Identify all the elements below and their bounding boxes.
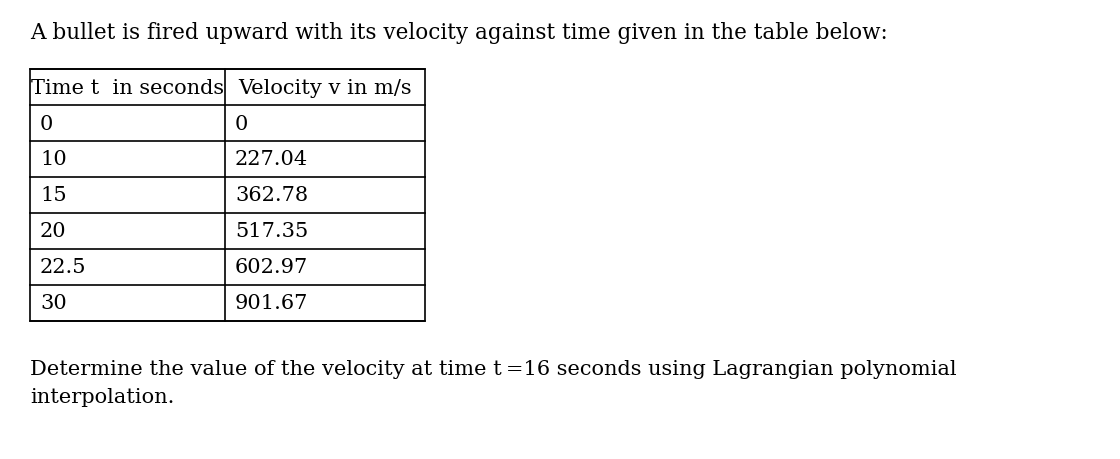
Bar (30, 70, 424, 321)
Text: 602.97: 602.97 (235, 258, 308, 277)
Text: 362.78: 362.78 (235, 186, 308, 205)
Text: interpolation.: interpolation. (30, 387, 175, 406)
Text: Time t  in seconds: Time t in seconds (31, 78, 224, 97)
Text: Velocity v in m/s: Velocity v in m/s (239, 78, 412, 97)
Text: 227.04: 227.04 (235, 150, 308, 169)
Text: 0: 0 (235, 114, 249, 133)
Text: Determine the value of the velocity at time t =16 seconds using Lagrangian polyn: Determine the value of the velocity at t… (30, 359, 956, 378)
Text: A bullet is fired upward with its velocity against time given in the table below: A bullet is fired upward with its veloci… (30, 22, 888, 44)
Text: 15: 15 (40, 186, 66, 205)
Text: 30: 30 (40, 294, 67, 313)
Text: 901.67: 901.67 (235, 294, 308, 313)
Text: 22.5: 22.5 (40, 258, 86, 277)
Text: 10: 10 (40, 150, 67, 169)
Text: 20: 20 (40, 222, 66, 241)
Text: 517.35: 517.35 (235, 222, 308, 241)
Text: 0: 0 (40, 114, 54, 133)
